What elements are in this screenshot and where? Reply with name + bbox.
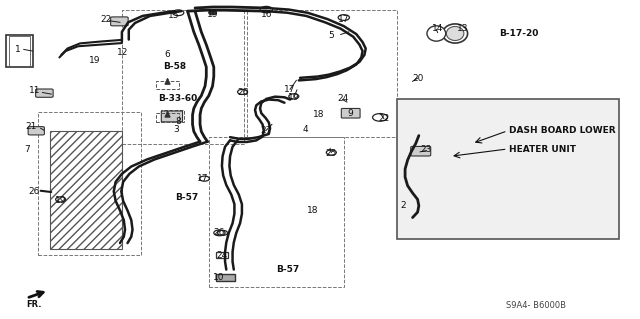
Text: 27: 27	[260, 126, 271, 135]
Bar	[397, 99, 619, 239]
Text: 21: 21	[26, 122, 37, 131]
Text: B-33-60: B-33-60	[159, 94, 198, 103]
Text: 17: 17	[284, 85, 296, 94]
Text: 24: 24	[337, 94, 348, 103]
Text: 9: 9	[348, 109, 353, 118]
Text: 18: 18	[307, 206, 318, 215]
Bar	[216, 274, 235, 281]
Text: B-57: B-57	[175, 193, 198, 202]
Text: DASH BOARD LOWER: DASH BOARD LOWER	[509, 126, 616, 135]
Text: 18: 18	[313, 110, 324, 119]
Bar	[122, 10, 244, 144]
Text: 5: 5	[328, 31, 334, 40]
Text: B-17-20: B-17-20	[499, 29, 538, 38]
Text: 16: 16	[260, 10, 272, 19]
Text: 3: 3	[173, 125, 179, 134]
Text: 20: 20	[412, 74, 423, 83]
Bar	[247, 10, 397, 137]
Text: 13: 13	[457, 24, 468, 33]
Text: 11: 11	[29, 86, 41, 95]
Text: 23: 23	[420, 145, 432, 154]
Bar	[156, 81, 179, 89]
Ellipse shape	[427, 26, 445, 41]
Text: 17: 17	[338, 15, 349, 24]
Text: 4: 4	[302, 125, 308, 134]
Text: 19: 19	[207, 10, 218, 19]
Bar	[209, 137, 344, 287]
Bar	[216, 252, 228, 258]
FancyBboxPatch shape	[161, 111, 182, 122]
Text: 14: 14	[432, 24, 444, 33]
Bar	[50, 131, 122, 249]
Text: 19: 19	[288, 93, 300, 102]
Circle shape	[209, 11, 216, 15]
Text: HEATER UNIT: HEATER UNIT	[509, 145, 577, 154]
Text: S9A4- B6000B: S9A4- B6000B	[506, 301, 566, 310]
Text: 15: 15	[168, 11, 180, 20]
Text: 8: 8	[175, 117, 181, 126]
Text: 1: 1	[15, 45, 20, 54]
FancyBboxPatch shape	[341, 108, 360, 118]
Text: 2: 2	[401, 201, 406, 210]
Text: 19: 19	[89, 56, 100, 65]
Text: 26: 26	[213, 228, 225, 237]
Ellipse shape	[443, 24, 468, 43]
Text: 26: 26	[28, 187, 40, 196]
Text: 7: 7	[24, 145, 29, 154]
Text: B-57: B-57	[276, 265, 299, 274]
FancyBboxPatch shape	[411, 146, 431, 156]
Bar	[9, 36, 30, 66]
FancyBboxPatch shape	[36, 89, 53, 97]
FancyBboxPatch shape	[111, 17, 128, 26]
Text: 12: 12	[117, 48, 128, 57]
Text: 22: 22	[379, 114, 390, 122]
Text: 24: 24	[216, 251, 228, 260]
Text: 10: 10	[213, 273, 225, 282]
Text: B-58: B-58	[163, 63, 187, 71]
Text: 25: 25	[326, 149, 337, 158]
Text: 17: 17	[197, 174, 209, 183]
Text: 22: 22	[100, 15, 112, 24]
FancyBboxPatch shape	[28, 127, 44, 135]
Text: 6: 6	[164, 50, 170, 59]
Ellipse shape	[446, 26, 464, 41]
Bar	[6, 35, 33, 67]
Bar	[38, 112, 141, 255]
Text: 26: 26	[237, 88, 248, 97]
Text: 19: 19	[55, 197, 67, 205]
Bar	[156, 113, 179, 122]
Bar	[161, 110, 184, 122]
Text: FR.: FR.	[26, 300, 42, 309]
